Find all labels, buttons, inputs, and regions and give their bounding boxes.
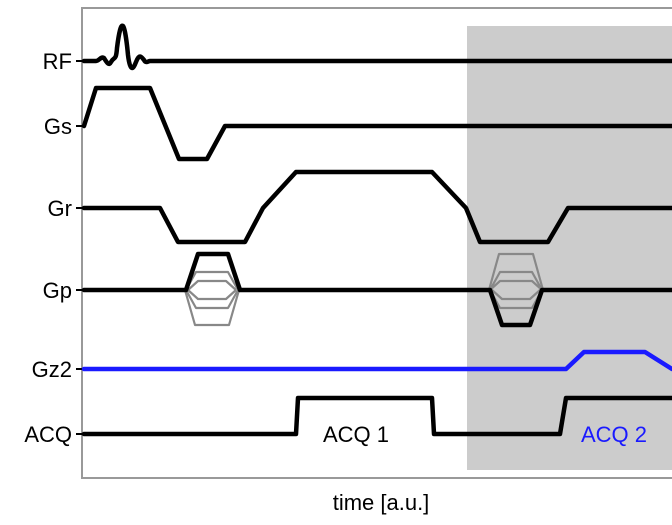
gp-waveform xyxy=(81,251,672,328)
gp-phase-steps-first xyxy=(183,270,241,327)
second-echo-shaded-region xyxy=(467,26,672,470)
gp-label: Gp xyxy=(43,278,72,303)
acq2-label: ACQ 2 xyxy=(581,422,647,447)
gs-label: Gs xyxy=(44,114,72,139)
gr-waveform xyxy=(81,169,672,245)
x-axis-label: time [a.u.] xyxy=(333,490,430,515)
plot-frame xyxy=(81,7,672,479)
gz2-waveform xyxy=(81,349,672,372)
gs-waveform xyxy=(81,85,672,162)
rf-label: RF xyxy=(43,49,72,74)
gr-label: Gr xyxy=(48,196,72,221)
acq-waveform xyxy=(81,395,672,437)
acq1-label: ACQ 1 xyxy=(323,422,389,447)
gz2-label: Gz2 xyxy=(32,357,72,382)
acq-label: ACQ xyxy=(24,422,72,447)
rf-waveform xyxy=(81,23,672,71)
